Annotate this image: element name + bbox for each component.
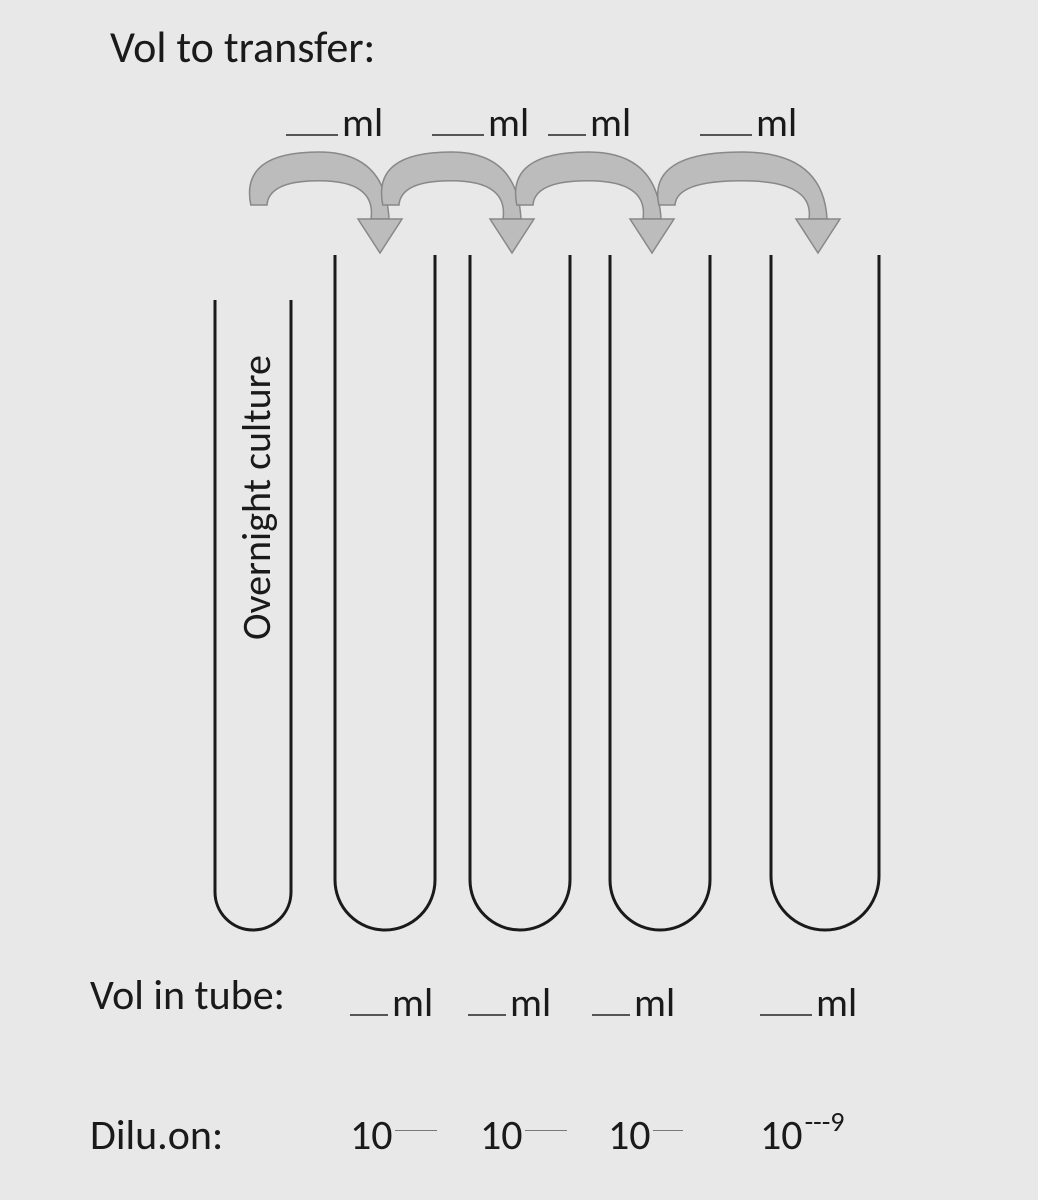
transfer-arrow-4 bbox=[658, 152, 827, 219]
exponent-text: ---9 bbox=[805, 1104, 845, 1139]
blank-underline bbox=[592, 970, 630, 1016]
exponent-blank bbox=[653, 1109, 683, 1131]
tube-tube1 bbox=[335, 255, 435, 930]
transfer-arrow-1 bbox=[250, 152, 389, 219]
serial-dilution-diagram: Vol to transfer: ml ml ml ml Overnight c… bbox=[0, 0, 1038, 1200]
dilution-1: 10 bbox=[350, 1110, 437, 1161]
vol-in-tube-4: ml bbox=[760, 970, 857, 1027]
tube-tube4 bbox=[771, 255, 879, 930]
tube-tube3 bbox=[610, 255, 710, 930]
vol-in-tube-label: Vol in tube: bbox=[90, 970, 285, 1021]
transfer-arrow-3 bbox=[516, 152, 661, 219]
overnight-culture-label: Overnight culture bbox=[232, 355, 281, 640]
exponent-blank bbox=[525, 1109, 567, 1131]
dilution-2: 10 bbox=[480, 1110, 567, 1161]
blank-underline bbox=[468, 970, 506, 1016]
transfer-arrowhead-2 bbox=[490, 219, 534, 253]
dilution-4: 10---9 bbox=[760, 1110, 845, 1161]
blank-underline bbox=[760, 970, 812, 1016]
transfer-arrowhead-1 bbox=[358, 219, 402, 253]
blank-underline bbox=[350, 970, 388, 1016]
transfer-arrowhead-4 bbox=[796, 219, 840, 253]
dilution-label: Dilu.on: bbox=[90, 1110, 223, 1161]
transfer-arrowhead-3 bbox=[630, 219, 674, 253]
exponent-blank bbox=[395, 1109, 437, 1131]
transfer-arrow-2 bbox=[382, 152, 521, 219]
tube-tube2 bbox=[470, 255, 570, 930]
vol-in-tube-3: ml bbox=[592, 970, 675, 1027]
vol-in-tube-2: ml bbox=[468, 970, 551, 1027]
vol-in-tube-1: ml bbox=[350, 970, 433, 1027]
dilution-3: 10 bbox=[608, 1110, 683, 1161]
